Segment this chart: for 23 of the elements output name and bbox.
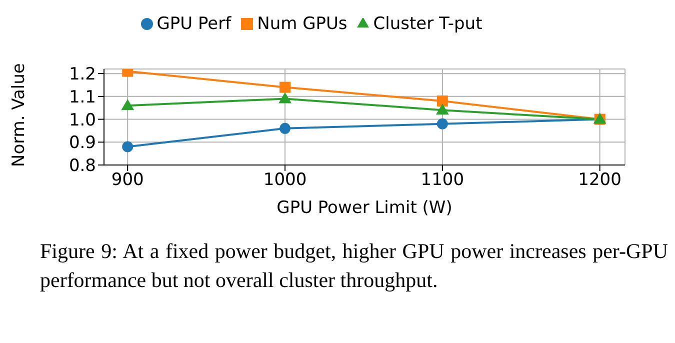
- legend-label: Num GPUs: [257, 14, 348, 34]
- point: [436, 104, 449, 115]
- point: [121, 99, 134, 110]
- y-axis-title: Norm. Value: [9, 63, 30, 167]
- y-tick-label: 1.2: [68, 64, 96, 85]
- point: [280, 82, 291, 93]
- point: [436, 118, 448, 130]
- point: [280, 122, 291, 134]
- legend-label: Cluster T-put: [373, 14, 482, 34]
- y-tick-label: 0.9: [68, 133, 96, 154]
- y-tick-label: 1.1: [68, 87, 96, 108]
- x-tick-label: 1100: [420, 170, 464, 190]
- y-tick-label: 1.0: [68, 110, 96, 130]
- y-tick-label: 0.8: [68, 156, 96, 176]
- point: [278, 92, 292, 104]
- x-tick-label: 1200: [578, 170, 622, 190]
- point: [122, 141, 134, 152]
- x-axis-title: GPU Power Limit (W): [276, 198, 452, 218]
- point: [436, 96, 448, 106]
- legend-label: GPU Perf: [156, 14, 232, 34]
- caption: Figure 9: At a fixed power budget, higher GPU power increases per-GPU performance but not overall cluster throughput.: [40, 238, 668, 294]
- x-tick-label: 1000: [263, 170, 307, 190]
- x-tick-label: 900: [111, 170, 144, 190]
